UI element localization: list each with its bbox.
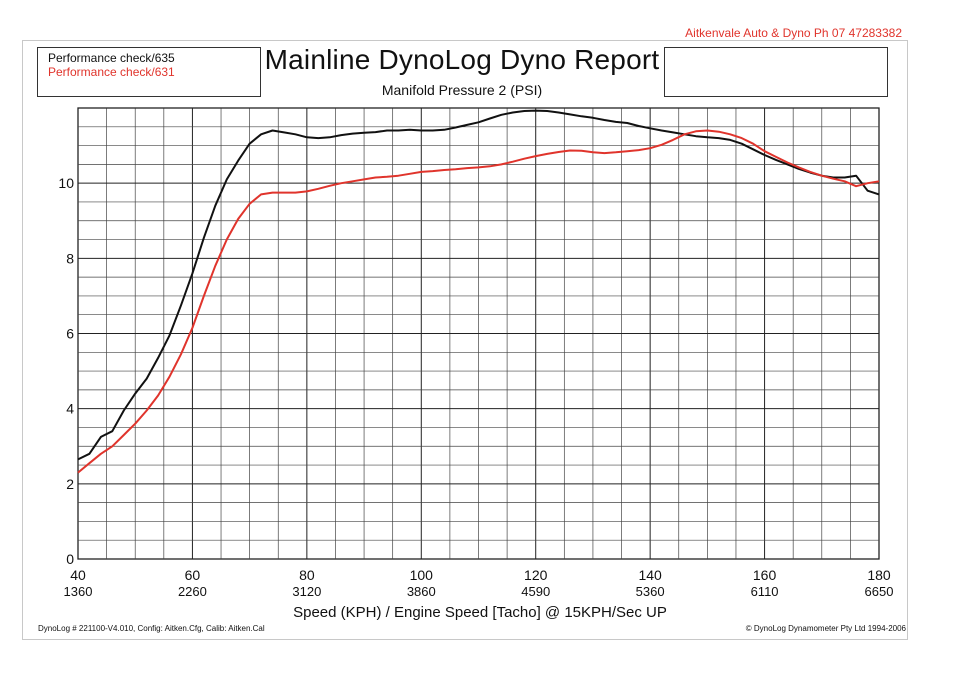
chart-grid bbox=[77, 107, 880, 560]
x-tick-label: 100 bbox=[410, 567, 434, 583]
notes-box bbox=[664, 47, 888, 97]
x-tick-sublabel: 1360 bbox=[64, 584, 93, 599]
x-axis-label: Speed (KPH) / Engine Speed [Tacho] @ 15K… bbox=[293, 604, 667, 621]
y-tick-label: 8 bbox=[66, 250, 74, 266]
company-name: Aitkenvale Auto & Dyno Ph 07 47283382 bbox=[685, 26, 902, 40]
footer-copyright: © DynoLog Dynamometer Pty Ltd 1994-2006 bbox=[745, 624, 906, 633]
x-tick-sublabel: 6110 bbox=[751, 584, 779, 599]
footer-config: DynoLog # 221100-V4.010, Config: Aitken.… bbox=[38, 624, 265, 633]
report-frame bbox=[22, 40, 908, 640]
x-tick-sublabel: 5360 bbox=[636, 584, 665, 599]
series-line-2 bbox=[77, 129, 880, 474]
y-tick-label: 10 bbox=[58, 175, 74, 191]
x-tick-sublabel: 3120 bbox=[292, 584, 321, 599]
legend-entry-series-2: Performance check/631 bbox=[48, 65, 175, 79]
report-title: Mainline DynoLog Dyno Report bbox=[264, 44, 660, 75]
legend-entry-series-1: Performance check/635 bbox=[48, 51, 175, 65]
x-tick-sublabel: 4590 bbox=[521, 584, 550, 599]
x-tick-sublabel: 2260 bbox=[178, 584, 207, 599]
x-tick-label: 180 bbox=[867, 567, 891, 583]
x-tick-sublabel: 3860 bbox=[407, 584, 436, 599]
chart-subtitle: Manifold Pressure 2 (PSI) bbox=[381, 82, 543, 98]
y-tick-labels: 0 2 4 6 8 10 bbox=[58, 175, 74, 567]
y-tick-label: 0 bbox=[66, 551, 74, 567]
legend-box: Performance check/635 Performance check/… bbox=[37, 47, 261, 97]
x-tick-label: 140 bbox=[638, 567, 662, 583]
x-tick-label: 120 bbox=[524, 567, 548, 583]
x-tick-label: 40 bbox=[70, 567, 86, 583]
chart-series bbox=[77, 109, 880, 474]
x-tick-label: 160 bbox=[753, 567, 777, 583]
series-line-1 bbox=[77, 109, 880, 461]
x-tick-sublabel: 6650 bbox=[865, 584, 894, 599]
y-tick-label: 2 bbox=[66, 476, 74, 492]
x-tick-label: 80 bbox=[299, 567, 315, 583]
x-tick-label: 60 bbox=[185, 567, 201, 583]
y-tick-label: 6 bbox=[66, 326, 74, 342]
y-tick-label: 4 bbox=[66, 401, 74, 417]
